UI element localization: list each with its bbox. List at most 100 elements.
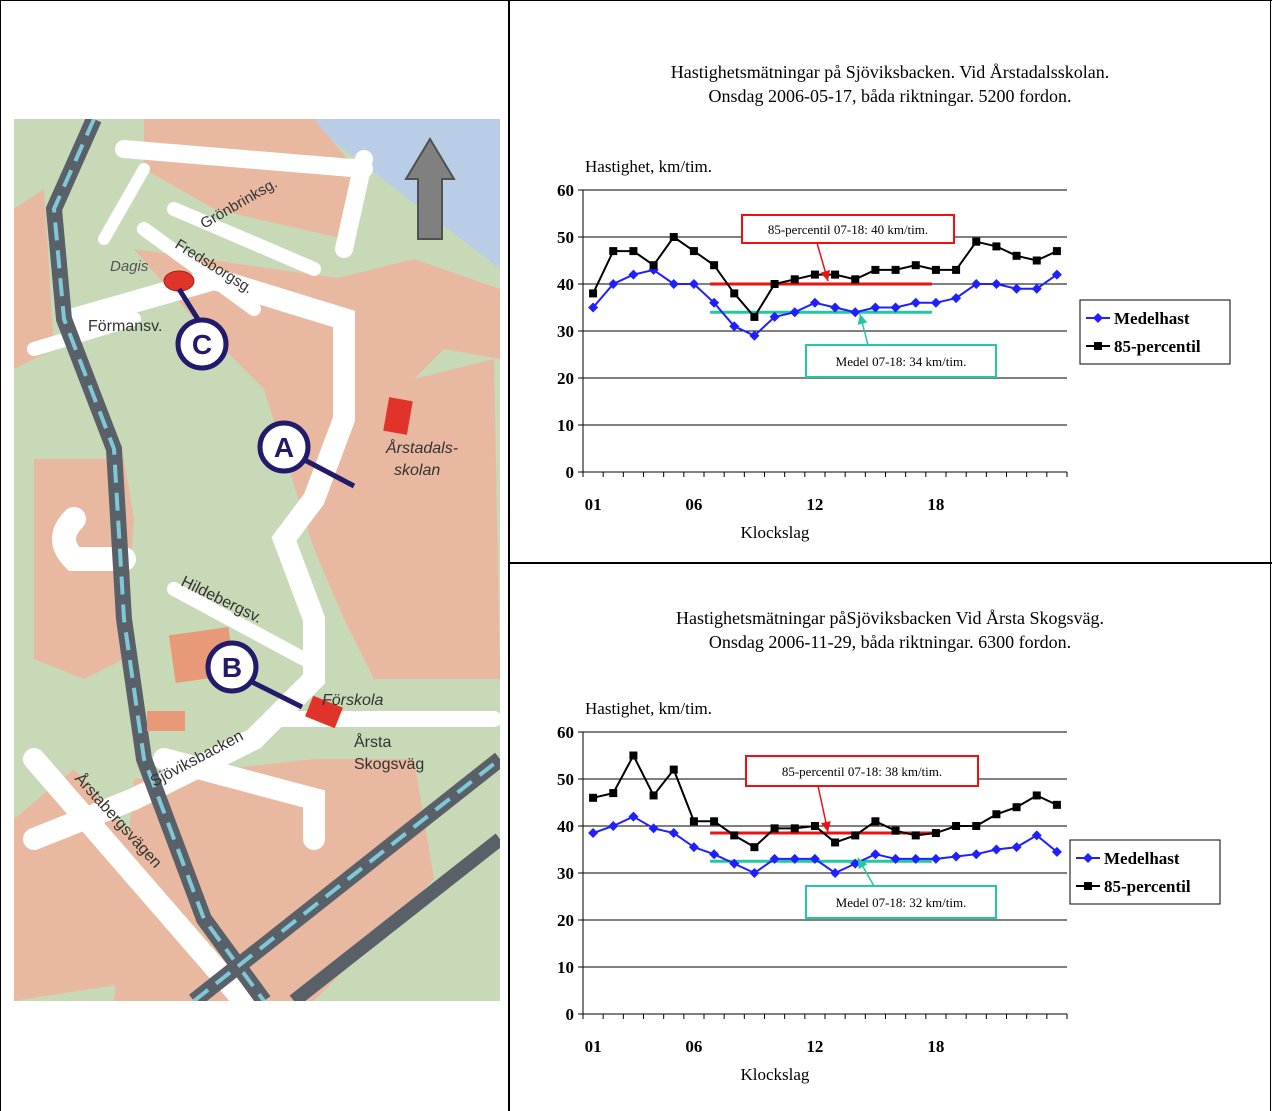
data-point-medelhast [1051,846,1062,857]
legend-marker [1083,853,1093,863]
marker-a-label: A [274,432,294,463]
legend-box [1069,839,1221,905]
data-point-85-percentil [952,265,961,274]
roads [23,140,500,1001]
annotation-box [805,885,997,919]
data-point-medelhast [668,279,679,289]
x-tick-label: 06 [685,1037,702,1056]
data-point-medelhast [668,828,679,839]
frame-right [1270,0,1271,1111]
data-point-85-percentil [790,275,799,284]
marker-b-label: B [222,652,242,683]
data-point-medelhast [870,302,881,313]
label-arsta: Årsta [354,732,391,751]
series-line-medelhast [592,268,1058,337]
data-point-medelhast [688,842,699,853]
frame-divider-horizontal [509,562,1272,564]
data-point-85-percentil [871,817,880,826]
data-point-medelhast [1011,842,1022,853]
chart-2-title-line-1: Hastighetsmätningar påSjöviksbacken Vid … [675,608,1105,628]
data-point-85-percentil [972,237,981,246]
marker-a: A [257,420,356,489]
data-point-85-percentil [831,270,840,279]
label-formansv: Förmansv. [88,318,162,335]
data-point-85-percentil [629,247,638,256]
data-point-85-percentil [669,233,678,241]
data-point-85-percentil [1052,800,1061,809]
x-axis-label: Klockslag [740,523,809,542]
legend-label: 85-percentil [1114,337,1201,356]
data-point-medelhast [809,297,820,308]
legend-marker [1084,882,1092,890]
legend-label: 85-percentil [1104,877,1191,896]
marker-b: B [205,640,304,710]
street-map-svg: C A B Dagis Fredsborgsg. Grönbrinksg. Fö… [14,119,500,1001]
legend-marker [1093,313,1103,323]
chart-panel-1: Hastighetsmätningar på Sjöviksbacken. Vi… [510,0,1270,562]
y-tick-label: 50 [557,770,574,789]
chart-1-title-line-2: Onsdag 2006-05-17, båda riktningar. 5200… [708,86,1072,106]
x-tick-label: 18 [927,1037,944,1056]
y-tick-label: 60 [557,723,574,742]
data-point-medelhast [930,297,941,308]
data-point-medelhast [971,849,982,860]
data-point-85-percentil [710,261,719,270]
y-tick-label: 40 [557,275,574,294]
data-point-85-percentil [609,789,618,798]
annotation-box [745,755,979,787]
label-arstadalsskolan-2: skolan [394,462,440,479]
data-point-medelhast [769,853,780,864]
data-point-85-percentil [629,751,638,760]
school-building [383,397,413,435]
data-point-85-percentil [810,270,819,279]
annotation-text: Medel 07-18: 34 km/tim. [836,354,967,369]
data-point-medelhast [991,279,1002,289]
data-point-85-percentil [589,793,598,802]
marker-c: C [175,287,229,371]
preschool-building [305,695,343,729]
data-point-medelhast [628,811,639,822]
annotation-arrowhead [858,858,868,870]
data-point-medelhast [971,279,982,289]
street-map: C A B Dagis Fredsborgsg. Grönbrinksg. Fö… [14,119,500,1001]
annotation-text: 85-percentil 07-18: 40 km/tim. [768,222,928,237]
y-tick-label: 30 [557,864,574,883]
chart-1-title-line-1: Hastighetsmätningar på Sjöviksbacken. Vi… [670,62,1110,82]
data-point-85-percentil [972,822,981,830]
data-point-85-percentil [831,838,840,847]
chart-2-svg: 0 10 20 30 40 50 60 01 06 12 18 Hastighet, km/tim. K… [557,699,1221,1084]
data-point-85-percentil [851,275,860,284]
building-small [147,711,185,731]
data-point-medelhast [709,297,720,308]
data-point-85-percentil [730,289,739,298]
data-point-85-percentil [1012,803,1021,812]
data-point-medelhast [1011,283,1022,294]
annotation-arrowhead [820,821,831,832]
data-point-medelhast [789,853,800,864]
data-point-medelhast [910,853,921,864]
data-point-85-percentil [952,822,961,830]
x-tick-label: 12 [806,1037,823,1056]
x-tick-label: 01 [585,1037,602,1056]
data-point-85-percentil [810,822,819,830]
data-point-85-percentil [891,826,900,835]
marker-c-label: C [192,329,212,360]
data-point-85-percentil [689,247,698,256]
data-point-medelhast [1031,830,1042,841]
data-point-medelhast [850,307,861,318]
label-arstadalsskolan-1: Årstadals- [385,438,458,457]
frame-divider-vertical [508,0,510,1111]
data-point-85-percentil [851,831,860,840]
data-point-medelhast [930,853,941,864]
data-point-medelhast [789,307,800,318]
north-arrow-icon [404,137,456,240]
data-point-medelhast [769,311,780,322]
chart-1-title: Hastighetsmätningar på Sjöviksbacken. Vi… [510,60,1270,108]
data-point-85-percentil [1032,256,1041,265]
data-point-85-percentil [931,265,940,274]
annotation-arrowhead [857,314,868,325]
data-point-85-percentil [770,824,779,833]
data-point-medelhast [588,302,599,313]
data-point-medelhast [688,279,699,289]
label-forskola: Förskola [322,692,383,709]
